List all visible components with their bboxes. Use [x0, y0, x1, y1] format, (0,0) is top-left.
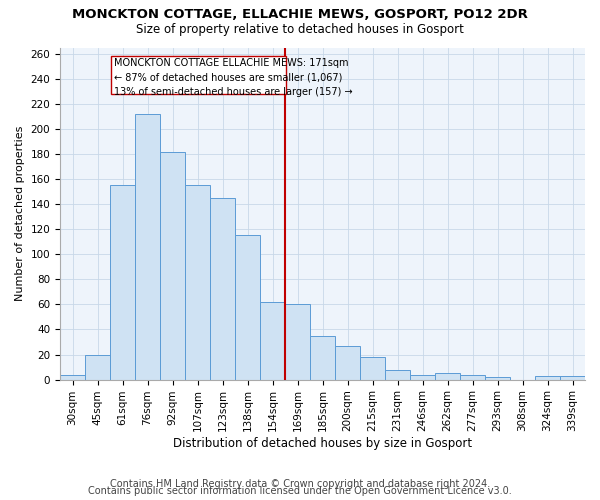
Bar: [235, 236, 260, 380]
Bar: [185, 186, 210, 380]
Text: MONCKTON COTTAGE ELLACHIE MEWS: 171sqm
← 87% of detached houses are smaller (1,0: MONCKTON COTTAGE ELLACHIE MEWS: 171sqm ←…: [114, 58, 353, 97]
Bar: [160, 152, 185, 380]
X-axis label: Distribution of detached houses by size in Gosport: Distribution of detached houses by size …: [173, 437, 472, 450]
Bar: [210, 198, 235, 380]
Bar: [410, 374, 435, 380]
Text: Size of property relative to detached houses in Gosport: Size of property relative to detached ho…: [136, 22, 464, 36]
Bar: [560, 376, 585, 380]
Bar: [360, 357, 385, 380]
Bar: [485, 377, 510, 380]
Bar: [110, 186, 135, 380]
Text: MONCKTON COTTAGE, ELLACHIE MEWS, GOSPORT, PO12 2DR: MONCKTON COTTAGE, ELLACHIE MEWS, GOSPORT…: [72, 8, 528, 20]
Bar: [460, 374, 485, 380]
Text: Contains public sector information licensed under the Open Government Licence v3: Contains public sector information licen…: [88, 486, 512, 496]
Text: Contains HM Land Registry data © Crown copyright and database right 2024.: Contains HM Land Registry data © Crown c…: [110, 479, 490, 489]
FancyBboxPatch shape: [111, 56, 286, 94]
Bar: [85, 354, 110, 380]
Bar: [285, 304, 310, 380]
Bar: [60, 374, 85, 380]
Bar: [435, 374, 460, 380]
Bar: [385, 370, 410, 380]
Bar: [310, 336, 335, 380]
Bar: [535, 376, 560, 380]
Bar: [335, 346, 360, 380]
Y-axis label: Number of detached properties: Number of detached properties: [15, 126, 25, 301]
Bar: [135, 114, 160, 380]
Bar: [260, 302, 285, 380]
